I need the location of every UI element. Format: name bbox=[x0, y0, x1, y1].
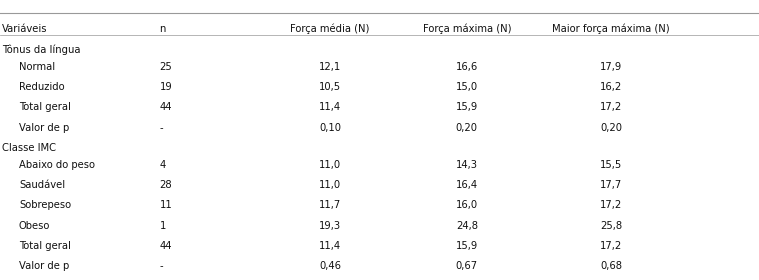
Text: 0,67: 0,67 bbox=[455, 261, 478, 271]
Text: 17,2: 17,2 bbox=[600, 200, 622, 211]
Text: 28: 28 bbox=[159, 180, 172, 190]
Text: 44: 44 bbox=[159, 102, 172, 113]
Text: 11,0: 11,0 bbox=[319, 180, 342, 190]
Text: 0,10: 0,10 bbox=[320, 123, 341, 133]
Text: 4: 4 bbox=[159, 160, 165, 170]
Text: 11,7: 11,7 bbox=[319, 200, 342, 211]
Text: 0,20: 0,20 bbox=[600, 123, 622, 133]
Text: Saudável: Saudável bbox=[19, 180, 65, 190]
Text: 0,68: 0,68 bbox=[600, 261, 622, 271]
Text: 11,0: 11,0 bbox=[319, 160, 342, 170]
Text: Reduzido: Reduzido bbox=[19, 82, 65, 92]
Text: 24,8: 24,8 bbox=[456, 221, 477, 231]
Text: 19: 19 bbox=[159, 82, 172, 92]
Text: 25,8: 25,8 bbox=[600, 221, 622, 231]
Text: Valor de p: Valor de p bbox=[19, 123, 69, 133]
Text: n: n bbox=[159, 24, 165, 34]
Text: 14,3: 14,3 bbox=[456, 160, 477, 170]
Text: 1: 1 bbox=[159, 221, 165, 231]
Text: 16,4: 16,4 bbox=[455, 180, 478, 190]
Text: 11,4: 11,4 bbox=[319, 241, 342, 251]
Text: Força média (N): Força média (N) bbox=[291, 24, 370, 34]
Text: 17,2: 17,2 bbox=[600, 102, 622, 113]
Text: 0,20: 0,20 bbox=[456, 123, 477, 133]
Text: Total geral: Total geral bbox=[19, 102, 71, 113]
Text: 16,0: 16,0 bbox=[455, 200, 478, 211]
Text: -: - bbox=[159, 261, 163, 271]
Text: 19,3: 19,3 bbox=[319, 221, 342, 231]
Text: Valor de p: Valor de p bbox=[19, 261, 69, 271]
Text: Classe IMC: Classe IMC bbox=[2, 143, 56, 153]
Text: Variáveis: Variáveis bbox=[2, 24, 48, 34]
Text: 25: 25 bbox=[159, 62, 172, 72]
Text: 16,2: 16,2 bbox=[600, 82, 622, 92]
Text: 17,7: 17,7 bbox=[600, 180, 622, 190]
Text: 11,4: 11,4 bbox=[319, 102, 342, 113]
Text: 17,9: 17,9 bbox=[600, 62, 622, 72]
Text: 15,0: 15,0 bbox=[455, 82, 478, 92]
Text: 12,1: 12,1 bbox=[319, 62, 342, 72]
Text: 10,5: 10,5 bbox=[319, 82, 342, 92]
Text: Maior força máxima (N): Maior força máxima (N) bbox=[553, 24, 669, 34]
Text: Obeso: Obeso bbox=[19, 221, 50, 231]
Text: -: - bbox=[159, 123, 163, 133]
Text: 15,9: 15,9 bbox=[455, 102, 478, 113]
Text: 17,2: 17,2 bbox=[600, 241, 622, 251]
Text: 11: 11 bbox=[159, 200, 172, 211]
Text: Normal: Normal bbox=[19, 62, 55, 72]
Text: Abaixo do peso: Abaixo do peso bbox=[19, 160, 95, 170]
Text: 44: 44 bbox=[159, 241, 172, 251]
Text: Total geral: Total geral bbox=[19, 241, 71, 251]
Text: 0,46: 0,46 bbox=[320, 261, 341, 271]
Text: 16,6: 16,6 bbox=[455, 62, 478, 72]
Text: 15,5: 15,5 bbox=[600, 160, 622, 170]
Text: Sobrepeso: Sobrepeso bbox=[19, 200, 71, 211]
Text: Tônus da língua: Tônus da língua bbox=[2, 45, 80, 55]
Text: 15,9: 15,9 bbox=[455, 241, 478, 251]
Text: Força máxima (N): Força máxima (N) bbox=[423, 24, 511, 34]
